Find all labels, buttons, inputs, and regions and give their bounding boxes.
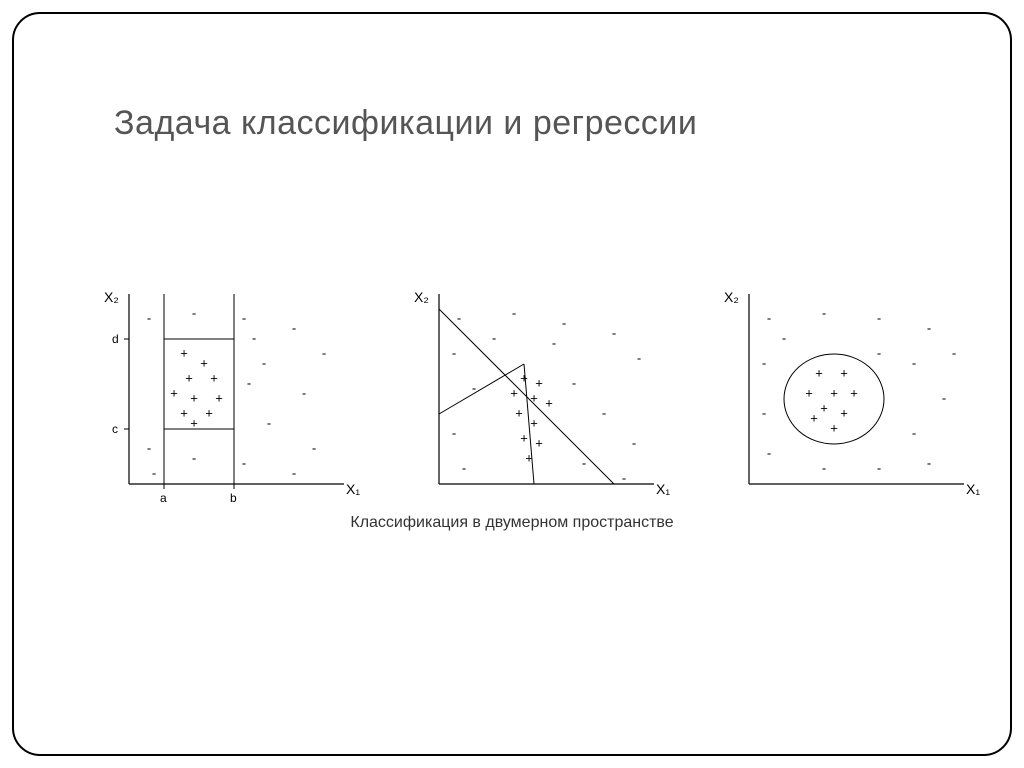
minus-point: - [242,455,246,470]
plus-point: + [515,405,523,420]
tick-d: d [112,332,119,346]
plus-point: + [520,430,528,445]
plus-point: + [215,390,223,405]
plus-point: + [520,370,528,385]
plus-point: + [170,385,178,400]
page-title: Задача классификации и регрессии [114,104,697,143]
minus-point: - [452,345,456,360]
minus-point: - [912,425,916,440]
plus-point: + [190,415,198,430]
tick-c: c [112,422,118,436]
minus-point: - [762,405,766,420]
minus-point: - [457,310,461,325]
plus-point: + [190,390,198,405]
plus-point: + [535,435,543,450]
plus-point: + [535,375,543,390]
y-axis-label: X₂ [724,289,739,305]
minus-point: - [152,465,156,480]
minus-point: - [782,330,786,345]
plus-point: + [545,395,553,410]
figure-area: X₂ X₁ d c a b ++++++++++----------------… [84,244,984,544]
plus-point: + [525,450,533,465]
y-axis-label: X₂ [414,289,429,305]
minus-point: - [572,375,576,390]
minus-point: - [312,440,316,455]
minus-point: - [512,305,516,320]
figure-caption: Классификация в двумерном пространстве [14,514,1010,532]
minus-point: - [762,355,766,370]
y-axis-label: X₂ [104,289,119,305]
plus-point: + [180,405,188,420]
plus-point: + [840,405,848,420]
minus-point: - [927,455,931,470]
x-axis-label: X₁ [656,481,670,497]
tick-b: b [230,491,237,505]
minus-point: - [292,320,296,335]
minus-point: - [912,355,916,370]
x-axis-label: X₁ [966,481,980,497]
minus-point: - [262,355,266,370]
minus-point: - [952,345,956,360]
minus-point: - [147,310,151,325]
minus-point: - [582,455,586,470]
minus-point: - [492,330,496,345]
plus-point: + [200,355,208,370]
minus-point: - [462,460,466,475]
minus-point: - [767,310,771,325]
minus-point: - [292,465,296,480]
minus-point: - [562,315,566,330]
plus-point: + [820,400,828,415]
minus-point: - [637,350,641,365]
plus-point: + [830,385,838,400]
minus-point: - [242,310,246,325]
panel-3-ellipse: X₂ X₁ +++++++++---------------- [714,284,974,504]
plus-point: + [205,405,213,420]
plus-point: + [850,385,858,400]
plus-point: + [510,385,518,400]
minus-point: - [822,305,826,320]
plus-point: + [810,410,818,425]
minus-point: - [622,470,626,485]
minus-point: - [192,450,196,465]
minus-point: - [322,345,326,360]
minus-point: - [552,335,556,350]
plus-point: + [180,345,188,360]
minus-point: - [877,460,881,475]
plus-point: + [840,365,848,380]
plus-point: + [185,370,193,385]
tick-a: a [160,491,167,505]
minus-point: - [767,445,771,460]
plus-point: + [815,365,823,380]
minus-point: - [612,325,616,340]
minus-point: - [602,405,606,420]
minus-point: - [942,390,946,405]
slide-frame: Задача классификации и регрессии X₂ X₁ d… [12,12,1012,756]
minus-point: - [267,415,271,430]
minus-point: - [192,305,196,320]
plus-point: + [805,385,813,400]
minus-point: - [877,310,881,325]
panel-1-rectangle: X₂ X₁ d c a b ++++++++++---------------- [94,284,354,504]
minus-point: - [472,380,476,395]
x-axis-label: X₁ [346,481,360,497]
panel-2-linear: X₂ X₁ ++++++++++---------------- [404,284,664,504]
minus-point: - [927,320,931,335]
minus-point: - [252,330,256,345]
minus-point: - [452,425,456,440]
minus-point: - [822,460,826,475]
minus-point: - [147,440,151,455]
plus-point: + [530,390,538,405]
minus-point: - [877,345,881,360]
plus-point: + [830,420,838,435]
minus-point: - [632,435,636,450]
plus-point: + [210,370,218,385]
minus-point: - [247,375,251,390]
plus-point: + [530,415,538,430]
minus-point: - [302,385,306,400]
